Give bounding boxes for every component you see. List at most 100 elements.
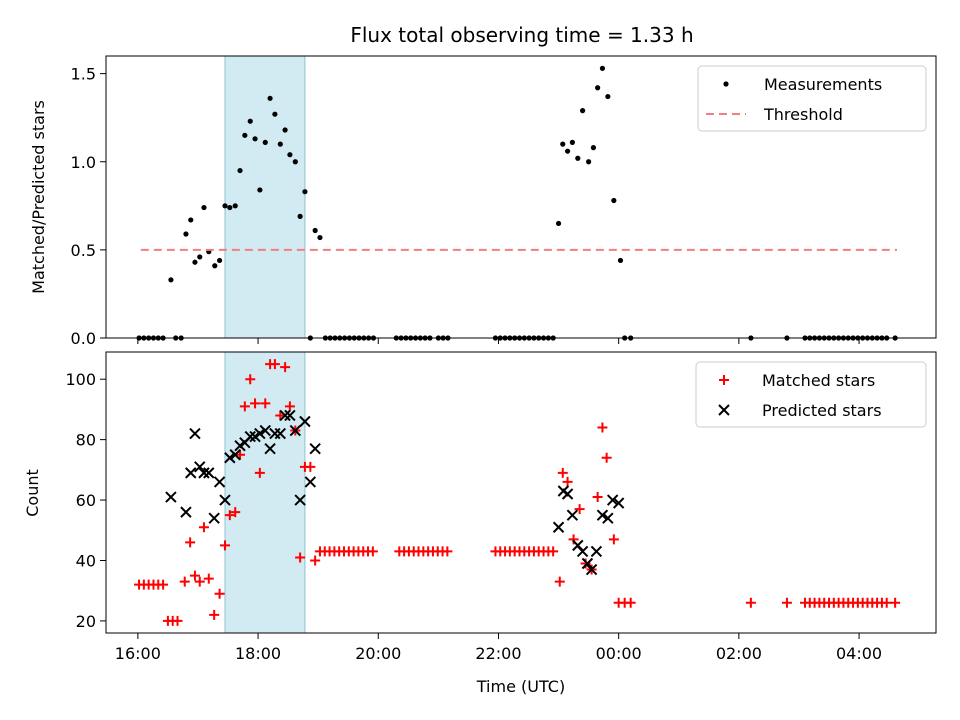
measurement-point	[267, 95, 273, 101]
predicted-star-point	[596, 509, 609, 521]
x-tick-label: 20:00	[355, 644, 401, 663]
predicted-star-point	[561, 488, 574, 500]
matched-star-point	[158, 579, 169, 590]
legend-box	[695, 361, 927, 428]
observing-window-span	[224, 55, 306, 339]
measurement-point	[599, 65, 606, 71]
matched-star-point	[367, 546, 378, 557]
top-panel: Flux total observing time = 1.33 h 0.0 0.…	[29, 23, 937, 348]
matched-star-point	[239, 401, 250, 412]
matched-star-point	[280, 362, 291, 373]
bottom-legend: Matched stars Predicted stars	[695, 361, 927, 428]
matched-star-point	[592, 492, 603, 503]
measurement-point	[247, 118, 253, 124]
predicted-star-point	[590, 545, 603, 558]
matched-star-point	[194, 576, 205, 587]
legend-label: Threshold	[763, 105, 843, 124]
predicted-star-point	[612, 497, 625, 509]
matched-star-point	[185, 537, 196, 548]
predicted-star-point	[189, 427, 201, 440]
predicted-star-point	[585, 563, 598, 576]
predicted-star-point	[208, 512, 220, 524]
matched-star-point	[179, 576, 190, 587]
matched-star-point	[625, 597, 636, 608]
chart-title: Flux total observing time = 1.33 h	[350, 23, 693, 47]
x-tick-label: 22:00	[475, 644, 521, 663]
measurement-point	[282, 127, 288, 133]
matched-star-point	[203, 573, 214, 584]
predicted-star-point	[229, 449, 241, 461]
measurement-point	[605, 93, 611, 100]
observing-window-span	[224, 351, 306, 634]
matched-star-point	[260, 398, 271, 409]
measurement-point	[575, 155, 581, 161]
measurement-point	[277, 141, 283, 147]
matched-star-point	[442, 546, 453, 557]
legend-marker-matched	[719, 375, 729, 385]
matched-star-point	[254, 467, 265, 478]
y-tick-label: 1.0	[71, 153, 96, 172]
matched-star-point	[220, 540, 231, 551]
measurement-point	[222, 203, 228, 209]
predicted-star-point	[203, 467, 215, 479]
matched-star-point	[557, 467, 568, 478]
y-tick-label: 100	[65, 370, 96, 389]
predicted-star-point	[224, 452, 236, 464]
bottom-plot-frame	[105, 351, 937, 634]
matched-star-point	[214, 588, 225, 599]
measurement-point	[237, 167, 243, 174]
matched-star-point	[890, 597, 901, 608]
predicted-star-point	[165, 491, 177, 503]
measurement-point	[257, 187, 263, 193]
predicted-star-point	[576, 545, 589, 558]
top-legend: Measurements Threshold	[697, 65, 927, 132]
predicted-star-point	[566, 509, 579, 521]
top-y-axis-label: Matched/Predicted stars	[29, 100, 48, 294]
measurement-point	[590, 145, 597, 151]
matched-star-point	[235, 449, 246, 460]
legend-marker-measurements	[723, 81, 729, 87]
predicted-star-point	[299, 415, 311, 428]
matched-star-point	[781, 597, 792, 608]
matched-star-point	[881, 597, 892, 608]
matched-star-point	[305, 461, 316, 472]
predicted-star-point	[213, 476, 226, 488]
measurement-point	[197, 254, 203, 260]
bottom-panel: 20 40 60 80 100 16:00 18:00 20:00 22:00 00:00 02:0…	[23, 351, 937, 696]
predicted-star-point	[274, 427, 287, 440]
bottom-y-axis-label: Count	[23, 469, 42, 517]
y-tick-label: 0.5	[71, 241, 96, 260]
predicted-star-point	[606, 494, 619, 506]
measurement-point	[201, 204, 207, 211]
predicted-star-point	[294, 494, 306, 506]
measurement-point	[252, 136, 258, 142]
legend-marker-predicted	[718, 404, 730, 416]
measurement-point	[212, 263, 218, 269]
predicted-star-point	[219, 494, 231, 506]
predicted-star-point	[244, 430, 256, 443]
matched-star-point	[230, 507, 241, 518]
matched-star-point	[224, 510, 235, 521]
predicted-star-point	[198, 467, 210, 479]
x-tick-label: 04:00	[836, 644, 882, 663]
predicted-star-point	[194, 461, 206, 473]
predicted-star-point	[309, 442, 321, 455]
measurement-point	[564, 148, 571, 154]
matched-star-point	[554, 576, 565, 587]
legend-box	[697, 65, 927, 132]
matched-star-point	[250, 398, 261, 409]
measurement-point	[242, 132, 248, 138]
x-axis-label: Time (UTC)	[476, 677, 565, 696]
measurement-point	[617, 257, 624, 264]
predicted-star-point	[180, 506, 192, 518]
predicted-star-point	[602, 512, 614, 524]
predicted-star-point	[185, 467, 197, 479]
measurement-point	[317, 234, 323, 241]
measurement-point	[611, 197, 617, 204]
x-tick-label: 16:00	[115, 644, 161, 663]
legend-label: Measurements	[764, 75, 882, 94]
predicted-star-point	[279, 409, 291, 422]
matched-star-point	[269, 359, 280, 370]
matched-star-point	[580, 558, 591, 569]
x-tick-label: 02:00	[716, 644, 762, 663]
